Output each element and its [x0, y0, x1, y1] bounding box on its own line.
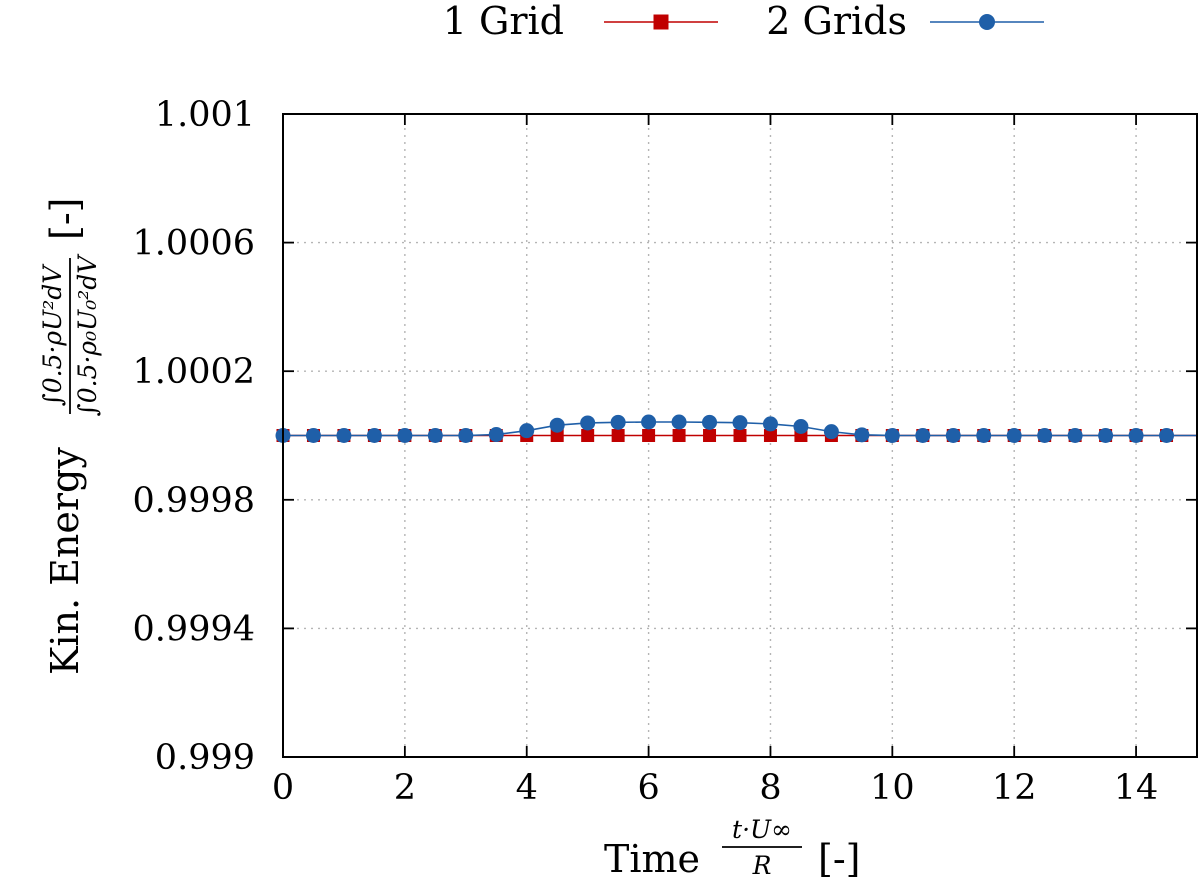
legend-item-2: 2 Grids: [766, 0, 1044, 43]
data-point: [305, 428, 321, 443]
x-axis-title: Time t·U∞ R [-]: [604, 815, 861, 881]
y-tick-label: 0.9994: [133, 609, 255, 649]
x-tick-label: 14: [1114, 768, 1159, 808]
y-tick-label: 1.0002: [133, 352, 255, 392]
plot-frame: [282, 113, 1198, 758]
data-point: [884, 428, 900, 443]
y-axis-title-unit: [-]: [43, 198, 87, 241]
data-point: [672, 429, 686, 442]
x-axis-title-unit: [-]: [818, 837, 861, 881]
x-axis-title-denominator: R: [752, 851, 772, 880]
data-point: [610, 414, 626, 430]
data-point: [642, 429, 656, 442]
data-point: [703, 429, 717, 442]
x-tick-label: 4: [516, 768, 538, 808]
data-point: [671, 414, 687, 430]
x-tick-label: 6: [637, 768, 659, 808]
legend: 1 Grid 2 Grids: [443, 0, 1044, 43]
data-point: [732, 415, 748, 431]
y-axis-title-numerator: ∫0.5·ρU²dV: [38, 263, 67, 407]
data-point: [854, 427, 870, 443]
x-tick-label: 10: [870, 768, 915, 808]
data-point: [945, 428, 961, 443]
data-point: [366, 428, 382, 443]
data-point: [733, 429, 747, 442]
y-axis-title: Kin. Energy ∫0.5·ρU²dV ∫0.5·ρ₀U₀²dV [-]: [38, 198, 102, 676]
data-point: [581, 429, 595, 442]
data-point: [1159, 428, 1175, 443]
data-point: [976, 428, 992, 443]
data-point: [1006, 428, 1022, 443]
y-tick-label: 0.999: [155, 738, 255, 778]
x-tick-label: 0: [272, 768, 294, 808]
data-point: [1067, 428, 1083, 443]
data-point: [1098, 428, 1114, 443]
data-point: [793, 418, 809, 434]
data-point: [549, 417, 565, 433]
data-point: [1037, 428, 1053, 443]
data-point: [1128, 428, 1144, 443]
data-point: [915, 428, 931, 443]
data-point: [488, 427, 504, 443]
legend-item-1: 1 Grid: [443, 0, 718, 43]
y-tick-label: 0.9998: [133, 481, 255, 521]
data-point: [550, 429, 564, 442]
legend-label: 2 Grids: [766, 0, 907, 43]
data-point: [336, 428, 352, 443]
legend-marker: [653, 14, 669, 30]
data-point: [458, 428, 474, 443]
legend-marker: [979, 14, 995, 30]
data-point: [702, 414, 718, 430]
x-tick-label: 2: [394, 768, 416, 808]
y-axis-title-denominator: ∫0.5·ρ₀U₀²dV: [73, 253, 102, 417]
x-axis-title-prefix: Time: [604, 837, 700, 881]
y-axis-title-prefix: Kin. Energy: [43, 447, 87, 675]
data-point: [611, 429, 625, 442]
x-axis-title-numerator: t·U∞: [732, 815, 792, 844]
data-point: [763, 429, 777, 442]
data-point: [519, 423, 535, 439]
data-point: [427, 428, 443, 443]
x-tick-label: 12: [992, 768, 1037, 808]
grid: [283, 114, 1197, 757]
data-point: [823, 424, 839, 440]
data-point: [580, 415, 596, 431]
y-tick-label: 1.0006: [133, 224, 255, 264]
ticks: 0 2 4 6 8 10 12 14 0.999 0.9994 0.9998 1.0002 1.0006…: [133, 95, 1197, 808]
data-point: [762, 416, 778, 432]
legend-label: 1 Grid: [443, 0, 564, 43]
x-tick-label: 8: [759, 768, 781, 808]
data-point: [397, 428, 413, 443]
y-tick-label: 1.001: [155, 95, 255, 135]
series-2: [275, 414, 1197, 443]
series-layer: [275, 414, 1197, 443]
data-point: [641, 414, 657, 430]
